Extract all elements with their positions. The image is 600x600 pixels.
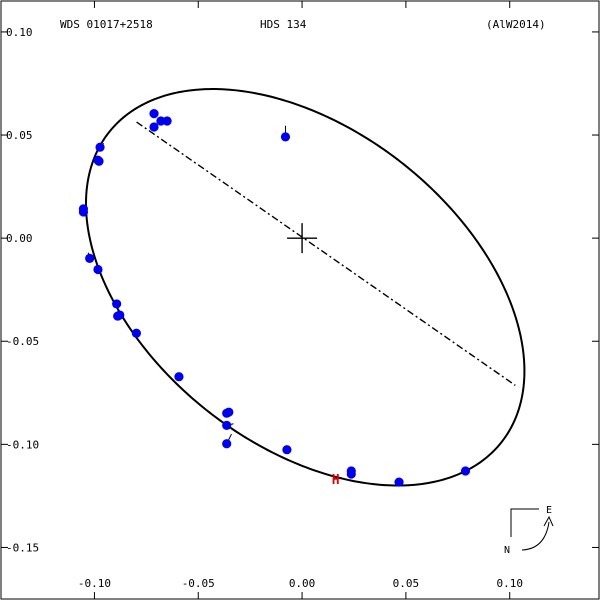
y-axis-ticks (1, 31, 599, 548)
observation-point (149, 122, 159, 132)
observation-point (85, 253, 95, 263)
line-of-nodes (136, 121, 516, 386)
header-wds-id: WDS 01017+2518 (60, 18, 153, 31)
observation-point (149, 108, 159, 119)
y-tick-label: 0.05 (6, 129, 33, 142)
y-tick-label: -0.15 (6, 541, 39, 554)
y-tick-label: -0.05 (6, 335, 39, 348)
observation-point (113, 311, 123, 321)
x-axis-ticks (93, 1, 511, 599)
observation-point (131, 328, 141, 338)
compass-east-label: E (546, 505, 552, 516)
observation-point (112, 299, 122, 309)
observation-point (78, 207, 89, 217)
compass-arrowhead-icon (543, 515, 554, 527)
x-tick-label: 0.00 (289, 577, 316, 590)
observation-point (222, 420, 232, 430)
y-tick-label: -0.10 (6, 438, 39, 451)
compass: E N (504, 505, 554, 556)
x-tick-label: -0.05 (182, 577, 215, 590)
x-tick-label: 0.05 (393, 577, 420, 590)
observation-point (174, 372, 184, 382)
compass-frame-icon (510, 508, 539, 537)
observation-point (346, 469, 356, 479)
header-reference: (AlW2014) (486, 18, 546, 31)
observation-point (162, 116, 172, 126)
observation-points (78, 108, 471, 487)
compass-north-label: N (504, 545, 510, 556)
y-tick-label: 0.00 (6, 232, 33, 245)
y-tick-label: 0.10 (6, 26, 33, 39)
observation-point (280, 132, 291, 142)
observation-point (93, 264, 103, 275)
observation-point (222, 408, 232, 418)
observation-point (282, 445, 292, 455)
observation-point (94, 156, 104, 166)
x-tick-label: 0.10 (496, 577, 523, 590)
orbit-ellipse (84, 88, 526, 487)
observation-point (460, 466, 471, 476)
observation-point (95, 142, 105, 152)
x-axis-tick-labels: -0.10 -0.05 0.00 0.05 0.10 (78, 577, 523, 590)
periastron-marker-label: H (332, 473, 340, 488)
header-star-name: HDS 134 (260, 18, 307, 31)
observation-point (394, 477, 404, 487)
primary-star-cross (287, 223, 318, 254)
compass-rotation-arrow-icon (521, 521, 550, 551)
observation-point (222, 439, 232, 449)
y-axis-tick-labels: 0.10 0.05 0.00 -0.05 -0.10 -0.15 (6, 26, 39, 555)
x-tick-label: -0.10 (78, 577, 111, 590)
